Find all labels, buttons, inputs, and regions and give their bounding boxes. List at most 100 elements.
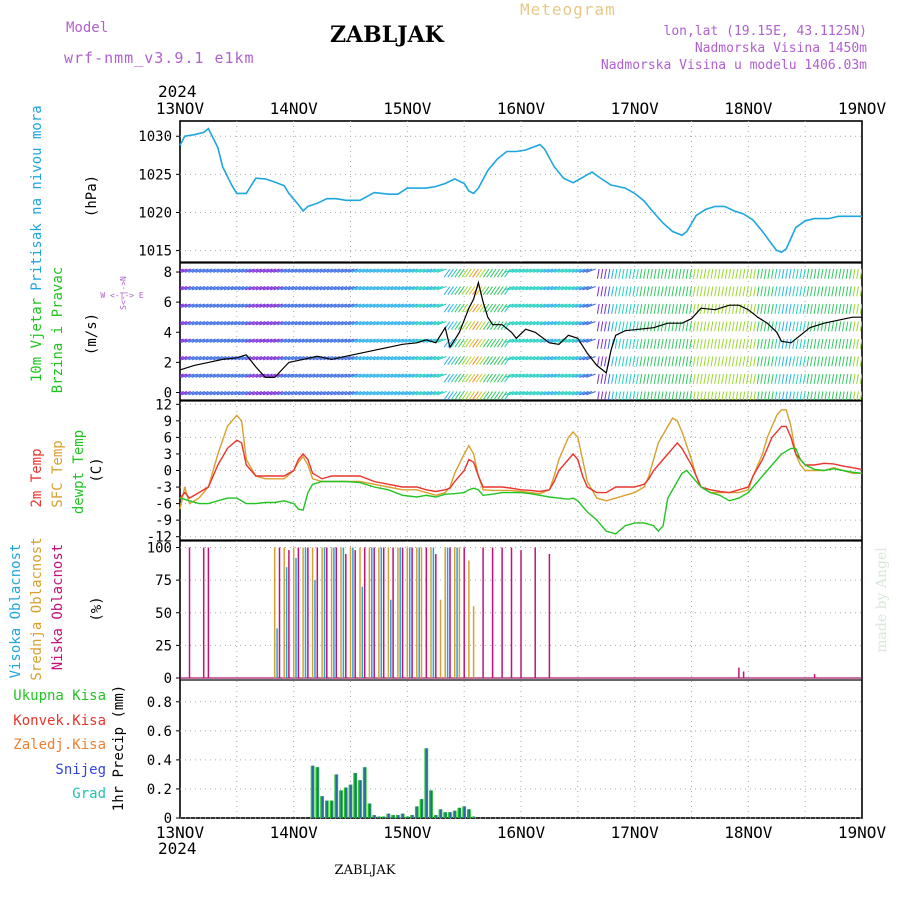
wind-barb (426, 321, 436, 326)
wind-barb (842, 303, 845, 314)
wind-barb (817, 268, 820, 279)
wind-barb (699, 286, 703, 297)
wind-barb (493, 338, 501, 348)
wind-barb (781, 373, 785, 384)
wind-barb (280, 391, 291, 396)
wind-barb (362, 303, 372, 308)
wind-barb (568, 356, 578, 361)
wind-barb (710, 391, 714, 400)
wind-barb (532, 373, 543, 378)
wind-barb (788, 321, 792, 332)
wind-barb (337, 321, 348, 326)
wind-barb (411, 268, 422, 273)
wind-barb (781, 356, 785, 367)
wind-barb (678, 286, 682, 297)
wind-barb (433, 268, 444, 273)
wind-barb (188, 373, 198, 378)
wind-barb (622, 391, 625, 400)
wind-barb (710, 373, 714, 384)
wind-barb (245, 286, 255, 291)
cloud-label-mid: Srednja Oblacnost (29, 537, 45, 680)
wind-barb (305, 391, 316, 396)
wind-barb (546, 356, 557, 361)
wind-barb (489, 338, 497, 348)
wind-barb (657, 373, 660, 384)
wind-barb (301, 268, 312, 273)
wind-barb (689, 303, 692, 314)
wind-barb (447, 303, 454, 313)
wind-barb (657, 268, 660, 279)
wind-barb (657, 338, 660, 349)
wind-barb (543, 321, 554, 326)
wind-barb (262, 303, 273, 308)
wind-barb (429, 321, 440, 326)
wind-barb (394, 286, 404, 291)
wind-barb (554, 321, 564, 326)
wind-barb (319, 373, 330, 378)
wind-barb (639, 303, 643, 314)
wind-barb (600, 321, 604, 332)
wind-barb (625, 286, 629, 297)
wind-barb (785, 321, 788, 332)
wind-barb (696, 321, 700, 332)
wind-barb (557, 391, 568, 396)
wind-barb (575, 321, 586, 326)
wind-barb (703, 321, 707, 332)
wind-barb (650, 391, 653, 400)
wind-barb (845, 303, 849, 314)
wind-barb (482, 338, 490, 348)
temp-label-2m: 2m Temp (29, 448, 45, 507)
wind-barb (500, 303, 508, 313)
wind-barb (284, 356, 294, 361)
wind-barb (618, 268, 621, 279)
wind-barb (685, 356, 689, 367)
wind-barb (639, 286, 643, 297)
precip-bar (345, 787, 347, 818)
wind-barb (578, 303, 589, 308)
wind-barb (468, 338, 476, 348)
wind-barb (660, 268, 664, 279)
wind-barb (312, 338, 323, 343)
wind-barb (543, 268, 554, 273)
wind-barb (468, 373, 476, 383)
wind-barb (522, 373, 532, 378)
wind-barb (340, 286, 351, 291)
precip-bar (387, 813, 390, 818)
wind-barb (188, 338, 198, 343)
wind-barb (355, 321, 365, 326)
wind-barb (539, 321, 550, 326)
wind-barb (344, 303, 355, 308)
wind-barb (554, 391, 564, 396)
wind-barb (415, 303, 426, 308)
wind-barb (184, 338, 195, 343)
wind-barb (180, 356, 184, 359)
wind-barb (457, 356, 465, 365)
wind-barb (692, 268, 696, 279)
wind-barb (220, 268, 230, 273)
wind-barb (188, 391, 198, 396)
x-tick-top: 13NOV (156, 99, 205, 118)
wind-barb (287, 303, 298, 308)
wind-barb (358, 356, 369, 361)
wind-barb (724, 338, 728, 349)
wind-barb (721, 303, 724, 314)
wind-barb (259, 303, 269, 308)
wind-barb (678, 338, 682, 349)
wind-barb (184, 303, 195, 308)
wind-barb (849, 286, 852, 297)
wind-barb (284, 268, 294, 273)
wind-barb (639, 321, 643, 332)
wind-barb (578, 391, 589, 396)
wind-barb (621, 303, 625, 314)
wind-barb (245, 338, 255, 343)
wind-barb (618, 321, 621, 332)
wind-barb (735, 356, 739, 367)
wind-barb (241, 391, 252, 396)
precip-bar (326, 800, 328, 818)
wind-barb (419, 286, 429, 291)
wind-barb (436, 321, 447, 326)
wind-barb (532, 391, 543, 396)
wind-barb (287, 356, 298, 361)
wind-barb (397, 356, 408, 361)
wind-barb (629, 391, 632, 400)
